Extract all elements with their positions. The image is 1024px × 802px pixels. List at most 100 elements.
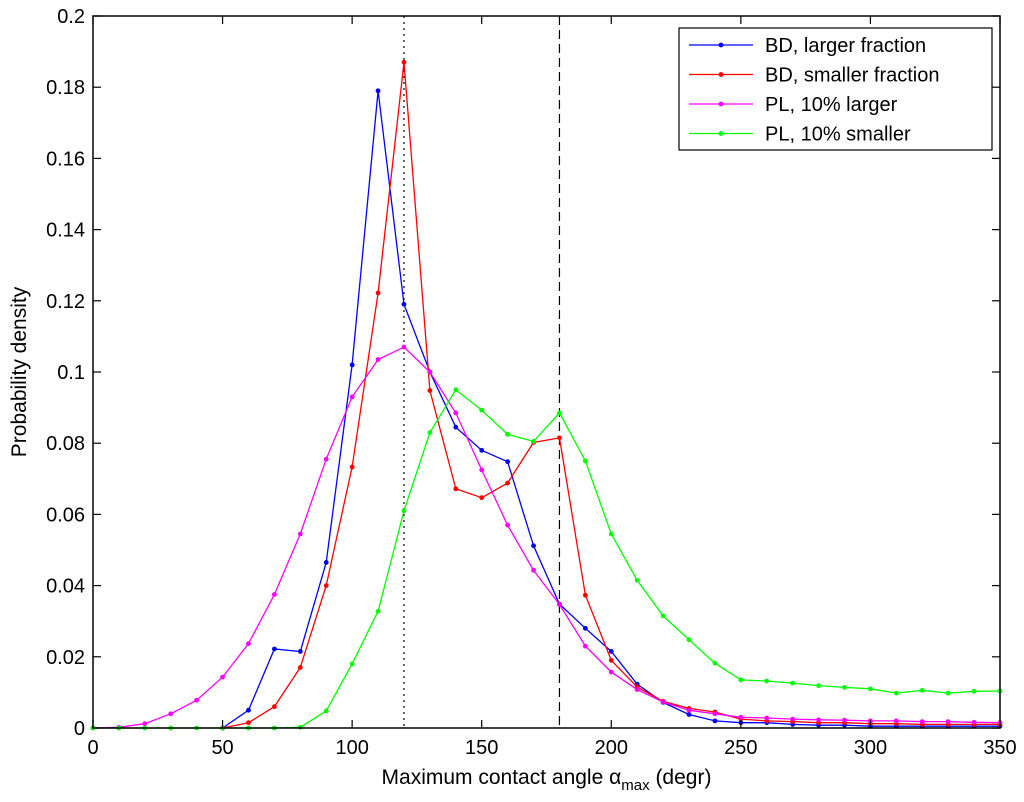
data-point: [945, 690, 951, 696]
data-point: [505, 459, 511, 465]
x-axis-label-subscript: max: [621, 777, 650, 794]
data-point: [272, 646, 277, 652]
data-point: [401, 508, 407, 514]
data-point: [453, 387, 459, 393]
legend-label-bd-larger-fraction: BD, larger fraction: [765, 35, 926, 57]
data-point: [919, 719, 925, 724]
data-point: [738, 714, 744, 720]
data-point: [686, 707, 692, 713]
data-point: [660, 699, 666, 705]
data-point: [608, 657, 614, 663]
data-point: [842, 685, 847, 690]
data-point: [401, 344, 407, 350]
x-axis: 0 50 100 150 200 250 300 350: [87, 16, 1017, 759]
data-point: [401, 59, 407, 65]
legend-marker-pl-10-larger: [718, 101, 724, 107]
data-point: [816, 717, 821, 723]
data-point: [323, 583, 329, 588]
data-point: [323, 456, 329, 462]
series-pl-10-larger: [90, 344, 1003, 731]
data-point: [505, 431, 511, 437]
data-point: [453, 424, 459, 430]
y-tick-label: 0.08: [46, 433, 85, 455]
data-point: [790, 716, 796, 722]
legend-marker-pl-10-smaller: [718, 131, 724, 136]
data-point: [323, 560, 329, 565]
data-point: [712, 660, 718, 666]
data-point: [893, 718, 899, 724]
data-point: [971, 719, 977, 725]
x-tick-label: 300: [854, 737, 887, 759]
data-point: [893, 690, 899, 696]
data-point: [686, 712, 692, 717]
data-point: [168, 711, 174, 717]
legend-label-bd-smaller-fraction: BD, smaller fraction: [765, 65, 940, 87]
data-point: [505, 480, 511, 486]
data-point: [919, 687, 925, 693]
data-point: [557, 410, 562, 416]
data-point: [375, 290, 381, 296]
y-axis-label: Probability density: [8, 286, 31, 457]
y-tick-label: 0.2: [57, 6, 85, 28]
legend-label-pl-10-smaller: PL, 10% smaller: [765, 124, 911, 146]
data-point: [246, 720, 251, 726]
series-line-pl-10-larger: [92, 346, 1001, 729]
data-point: [816, 683, 821, 689]
x-tick-label: 350: [983, 737, 1016, 759]
data-point: [246, 707, 251, 713]
y-tick-label: 0.12: [46, 291, 85, 313]
data-point: [479, 495, 485, 501]
reference-lines: [403, 16, 561, 728]
y-tick-label: 0.14: [46, 220, 85, 242]
data-point: [142, 721, 148, 727]
x-tick-label: 100: [335, 737, 368, 759]
data-point: [246, 641, 251, 647]
data-point: [531, 567, 536, 573]
legend: BD, larger fraction BD, smaller fraction P…: [678, 27, 993, 151]
data-point: [297, 531, 303, 537]
data-point: [634, 577, 640, 583]
data-point: [323, 708, 329, 714]
data-point: [427, 369, 433, 375]
data-point: [349, 661, 355, 667]
data-point: [272, 592, 277, 597]
data-point: [634, 687, 640, 692]
legend-marker-bd-larger-fraction: [718, 42, 724, 48]
data-point: [712, 718, 718, 724]
data-point: [582, 625, 588, 631]
data-point: [738, 677, 744, 683]
x-axis-label-main: Maximum contact angle α: [382, 766, 622, 789]
data-point: [582, 643, 588, 649]
data-point: [608, 649, 614, 654]
legend-box: [678, 27, 993, 151]
data-point: [479, 407, 485, 413]
data-point: [297, 649, 303, 654]
data-point: [453, 410, 459, 416]
data-point: [375, 88, 381, 94]
data-point: [660, 613, 666, 619]
x-tick-label: 0: [87, 737, 98, 759]
data-point: [479, 467, 485, 473]
data-point: [686, 637, 692, 643]
x-axis-label-unit: (degr): [650, 766, 712, 789]
data-point: [868, 686, 873, 692]
x-tick-label: 50: [211, 737, 233, 759]
data-point: [608, 669, 614, 675]
data-point: [582, 592, 588, 598]
data-point: [712, 711, 718, 717]
data-point: [608, 531, 614, 537]
data-point: [479, 447, 485, 453]
x-tick-label: 200: [595, 737, 628, 759]
data-point: [272, 704, 277, 710]
data-point: [194, 697, 200, 703]
data-point: [453, 486, 459, 492]
data-point: [971, 688, 977, 694]
data-point: [790, 680, 796, 686]
y-axis: 0 0.02 0.04 0.06 0.08 0.1 0.12 0.14 0.16 0.18 0.2: [46, 6, 1000, 740]
data-point: [427, 430, 433, 435]
y-tick-label: 0: [74, 718, 85, 740]
y-tick-label: 0.06: [46, 504, 85, 526]
data-point: [557, 602, 562, 607]
y-tick-label: 0.04: [46, 576, 85, 598]
